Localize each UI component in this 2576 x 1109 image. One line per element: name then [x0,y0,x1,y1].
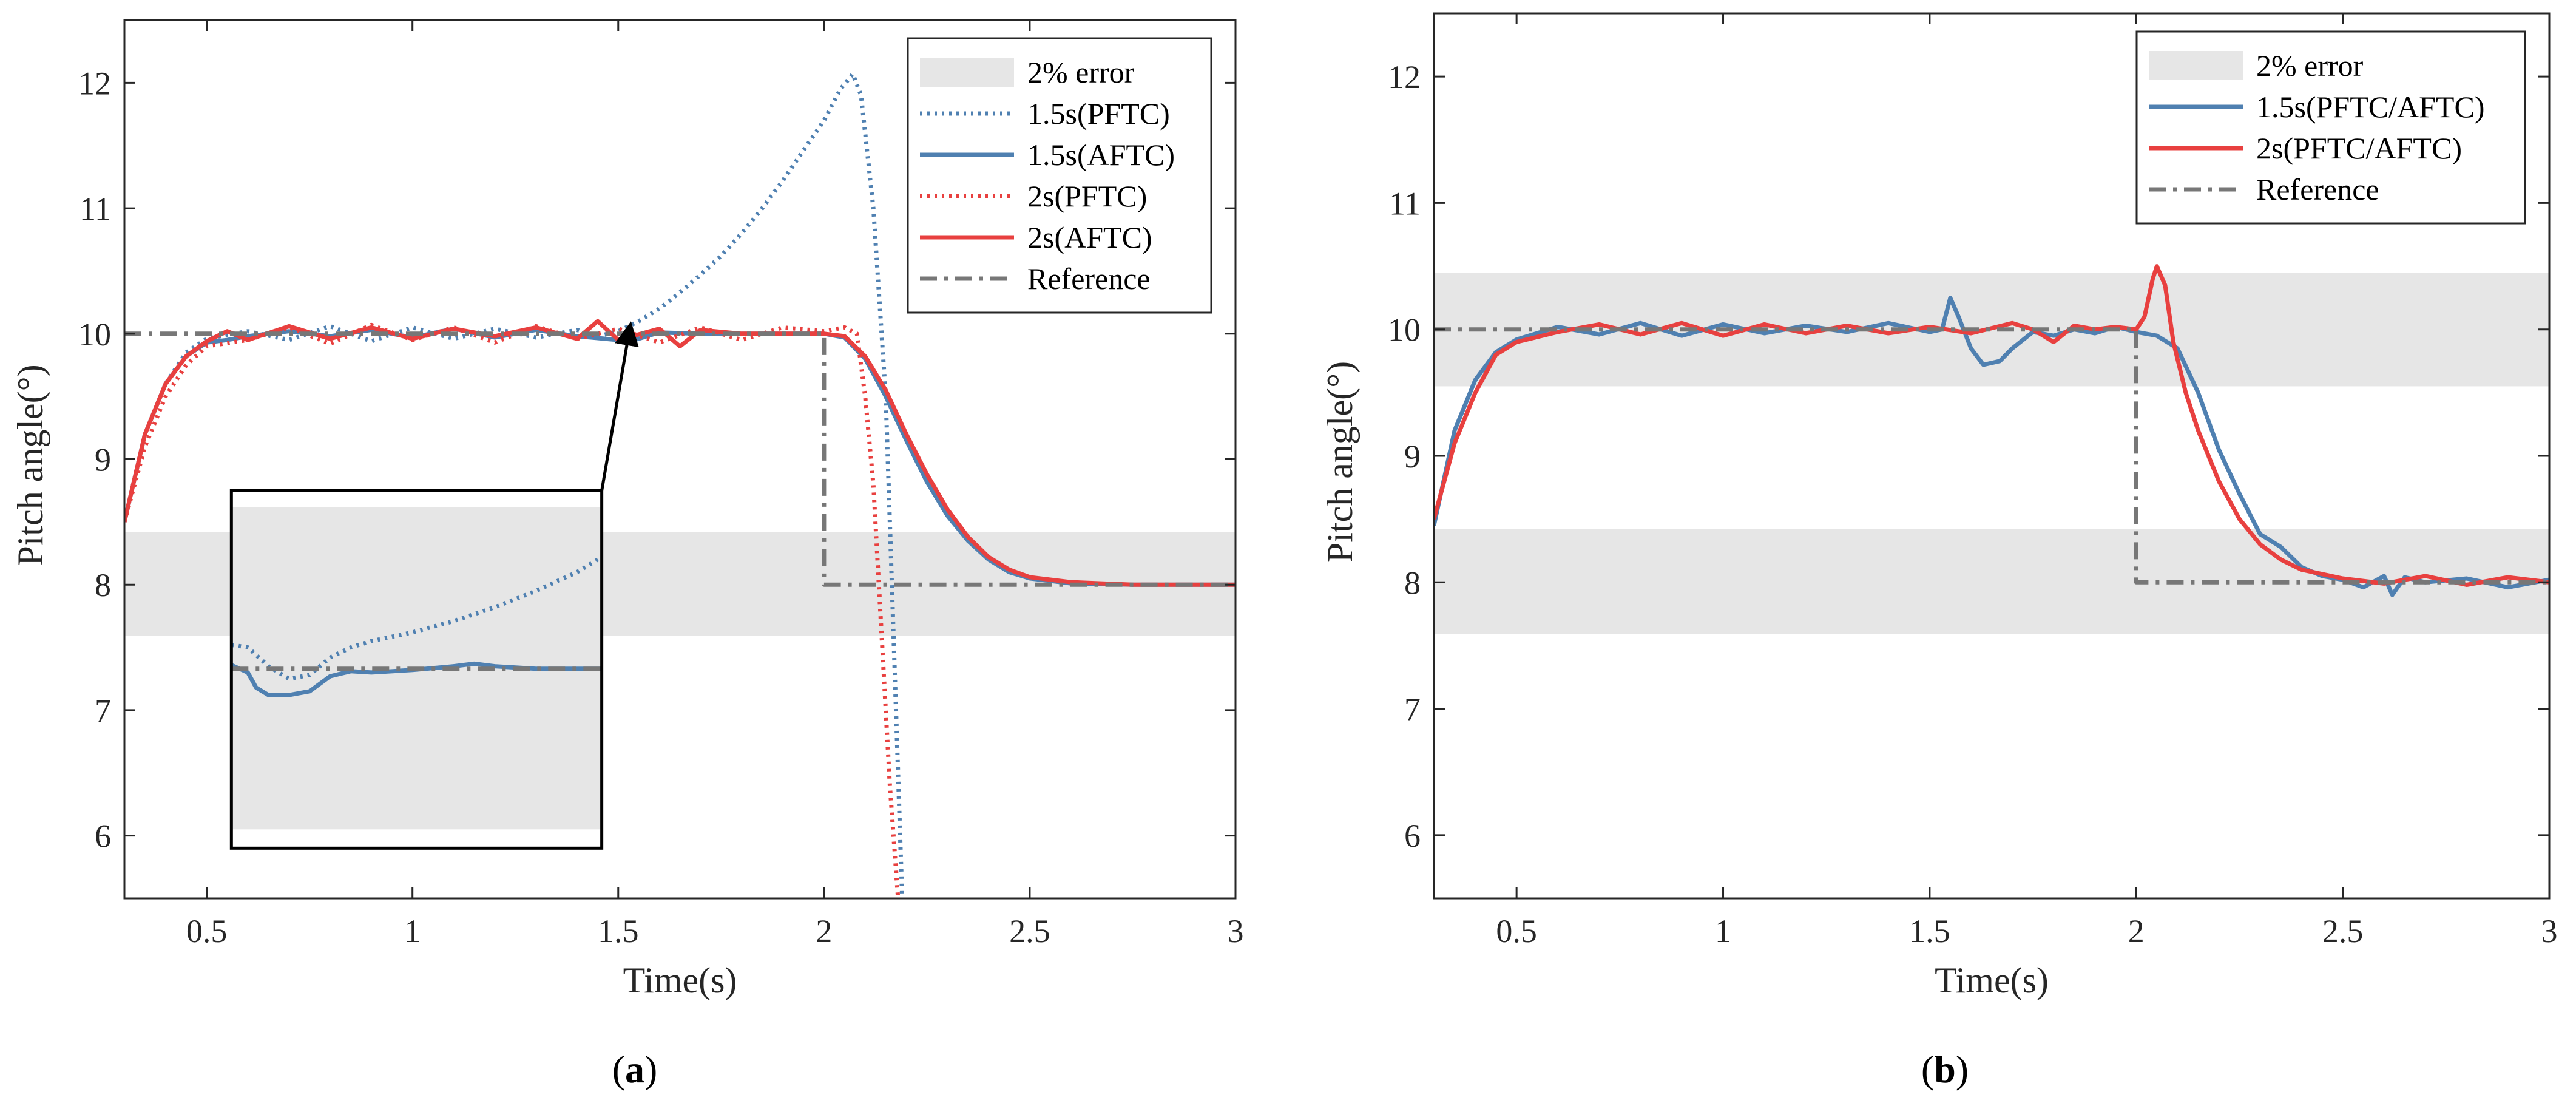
y-tick-label: 7 [1404,691,1421,728]
legend-item: 1.5s(PFTC/AFTC) [2149,90,2484,124]
y-axis-label: Pitch angle(°) [10,364,50,566]
legend-label: 2% error [2256,49,2364,83]
inset-line-1-5s-aftc- [230,661,602,697]
legend-label: 2s(AFTC) [1027,220,1152,254]
y-axis-label: Pitch angle(°) [1320,361,1360,563]
legend-item: 2s(PFTC/AFTC) [2149,131,2462,165]
series-line-reference [1434,327,2549,585]
x-tick-label: 3 [1228,913,1244,949]
y-tick-label: 10 [1388,312,1421,348]
legend: 2% error 1.5s(PFTC/AFTC) 2s(PFTC/AFTC) Refe… [2135,30,2526,225]
legend-item: 1.5s(PFTC) [920,97,1170,131]
caption-b: (b) [1921,1048,1969,1091]
x-tick-label: 1 [1715,913,1731,949]
series-line-2s-aftc- [124,319,1236,587]
legend-label: 1.5s(PFTC/AFTC) [2256,90,2484,124]
x-axis-label: Time(s) [623,960,737,1000]
inset-frame [229,489,604,850]
y-tick-label: 12 [1388,59,1421,95]
legend-item: Reference [920,262,1151,296]
legend-label: 2s(PFTC) [1027,179,1147,213]
chart-panel-b: 0.5 1 1.5 2 2.5 3 6 7 8 9 10 11 12 Time(s) Pitch angle… [1320,12,2558,1000]
legend-label: 1.5s(AFTC) [1027,138,1175,172]
y-tick-label: 9 [95,442,111,478]
x-tick-label: 1.5 [1909,913,1950,949]
legend-label: 2s(PFTC/AFTC) [2256,131,2462,165]
inset-zoom [229,489,604,850]
legend: 2% error 1.5s(PFTC) 1.5s(AFTC) 2s(PFTC) 2s(A… [907,37,1212,314]
x-axis-label: Time(s) [1935,960,2049,1000]
y-tick-label: 12 [78,65,111,101]
legend-swatch-band [920,58,1014,87]
legend-item: 2s(AFTC) [920,220,1152,254]
x-tick-label: 1.5 [598,913,639,949]
plot-area [1434,264,2549,634]
chart-panel-a: 0.5 1 1.5 2 2.5 3 6 7 8 9 10 11 12 Time(s) Pitch angle… [10,19,1244,1000]
legend-item: 2% error [920,55,1135,89]
zoom-arrow [600,321,639,491]
legend-swatch-band [2149,51,2243,80]
legend-label: Reference [2256,172,2379,206]
legend-item: 2% error [2149,49,2364,83]
x-tick-label: 2 [2128,913,2145,949]
x-tick-label: 3 [2541,913,2558,949]
legend-item: 2s(PFTC) [920,179,1147,213]
y-tick-label: 7 [95,693,111,729]
legend-label: Reference [1027,262,1151,296]
x-tick-label: 2.5 [1009,913,1050,949]
legend-item: 1.5s(AFTC) [920,138,1175,172]
legend-item: Reference [2149,172,2379,206]
legend-label: 2% error [1027,55,1135,89]
y-tick-label: 9 [1404,438,1421,475]
x-tick-label: 0.5 [186,913,228,949]
legend-label: 1.5s(PFTC) [1027,97,1170,131]
caption-a: (a) [612,1048,658,1091]
x-tick-label: 1 [404,913,421,949]
y-tick-label: 8 [1404,565,1421,601]
y-tick-label: 11 [1389,185,1421,222]
x-tick-label: 2 [816,913,832,949]
y-tick-label: 6 [1404,818,1421,854]
y-tick-label: 6 [95,818,111,855]
x-tick-label: 2.5 [2322,913,2364,949]
y-tick-label: 8 [95,567,111,603]
x-tick-label: 0.5 [1496,913,1537,949]
series-line-reference [124,331,1236,587]
y-tick-label: 11 [79,191,111,227]
y-tick-label: 10 [78,316,111,353]
